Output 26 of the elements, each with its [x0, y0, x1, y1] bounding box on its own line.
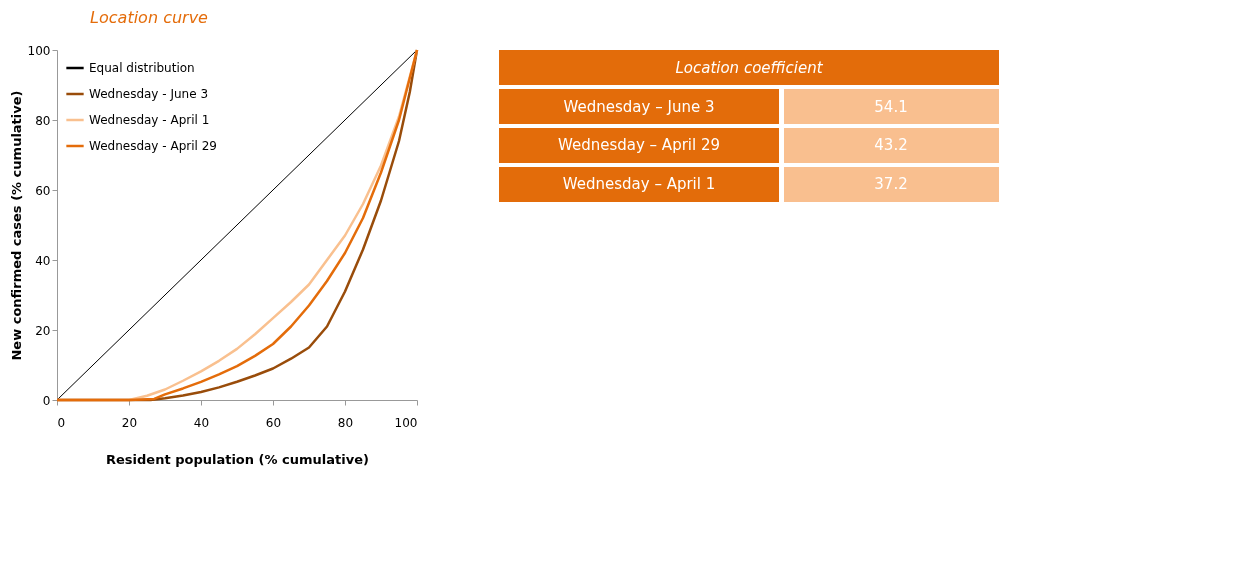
y-tick-label: 40	[35, 253, 51, 268]
legend-label: Wednesday - June 3	[89, 87, 209, 101]
y-tick-label: 60	[35, 183, 51, 198]
x-tick-label: 60	[265, 415, 282, 430]
text: Location coefficient	[675, 58, 824, 77]
y-tick-label: 80	[35, 113, 51, 128]
legend-label: Wednesday - April 1	[89, 113, 210, 127]
legend-label: Equal distribution	[89, 61, 195, 75]
category-label: Wednesday – June 3	[563, 97, 715, 116]
data-label: 37.2	[874, 175, 908, 194]
x-tick-label: 100	[394, 415, 418, 430]
chart-title: Location curve	[90, 8, 209, 27]
y-axis-title: New confirmed cases (% cumulative)	[8, 90, 24, 361]
x-tick-label: 0	[57, 415, 66, 430]
x-tick-label: 80	[337, 415, 354, 430]
y-tick-label: 20	[35, 323, 51, 338]
data-label: 54.1	[874, 97, 908, 116]
data-label: 43.2	[874, 136, 908, 155]
category-label: Wednesday – April 1	[562, 175, 716, 194]
category-label: Wednesday – April 29	[557, 136, 721, 155]
y-tick-label: 100	[27, 43, 51, 58]
x-tick-label: 20	[121, 415, 138, 430]
x-tick-label: 40	[193, 415, 210, 430]
legend-label: Wednesday - April 29	[89, 139, 217, 153]
y-tick-label: 0	[42, 393, 51, 408]
x-axis-title: Resident population (% cumulative)	[106, 451, 369, 467]
